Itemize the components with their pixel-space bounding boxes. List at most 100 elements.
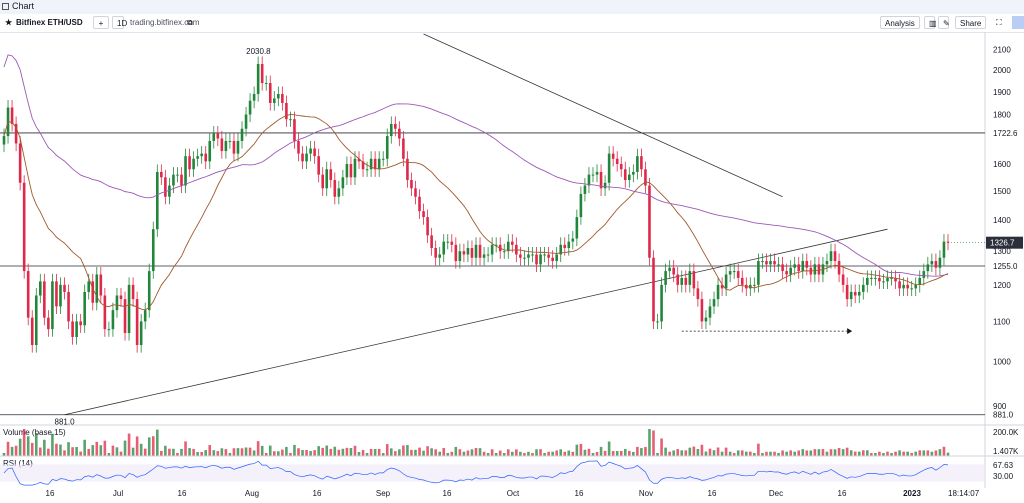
candle-body [184,156,187,186]
volume-bar [793,451,797,456]
candle-body [414,188,417,197]
candle-body [728,271,732,275]
candle-body [797,264,801,272]
candle-body [466,248,470,255]
volume-bar [313,450,316,456]
candle-body [151,229,155,272]
candle-body [607,153,611,183]
volume-bar [700,444,704,456]
candle-body [599,171,603,189]
candle-body [394,123,397,129]
volume-bar [761,453,764,456]
candle-body [857,291,861,296]
candle-body [87,281,91,292]
volume-bar [176,453,179,456]
candle-body [716,284,720,300]
volume-bar [668,451,671,456]
volume-bar [914,451,918,456]
volume-bar [2,453,6,456]
candle-body [749,284,752,289]
volume-bar [728,451,732,456]
candle-body [619,163,623,170]
volume-bar [410,449,413,456]
volume-bar [204,450,208,456]
candle-body [757,261,760,285]
volume-bar [684,450,688,456]
symbol-label[interactable]: Bitfinex ETH/USD [16,18,83,27]
candle-body [688,271,692,285]
candle-body [636,156,639,172]
candle-body [434,248,437,258]
volume-bar [740,450,744,456]
time-tick-label: Oct [507,489,520,498]
star-icon[interactable]: ★ [5,18,13,27]
candle-body [160,171,163,178]
candle-body [135,299,139,345]
candle-body [886,277,889,282]
projection-arrowhead [847,328,853,335]
candle-body [446,241,450,243]
exchange-link[interactable]: trading.bitfinex.com [130,18,200,27]
volume-bar [490,449,494,456]
candle-body [325,169,329,189]
candle-body [369,158,373,170]
candle-body [147,271,151,311]
volume-bar [656,453,659,456]
candle-body [898,281,901,289]
volume-bar [672,450,675,456]
candle-body [720,284,724,289]
candle-body [563,244,567,249]
candle-body [910,288,913,290]
menu-icon[interactable] [1012,16,1024,29]
candle-body [79,321,82,326]
volume-bar [208,445,212,456]
candle-body [506,241,510,252]
candle-body [224,140,228,152]
time-tick-label: Dec [769,489,783,498]
volume-label: Volume (base,15) [3,428,66,437]
volume-bar [587,448,591,456]
candle-body [539,254,542,265]
volume-bar [325,445,329,456]
price-chart[interactable]: 900 1000 1100 1200 1300 1400 1500 1600 1722.6 180… [0,32,1024,503]
volume-bar [511,451,514,456]
candle-body [365,169,369,171]
candle-body [555,254,558,262]
candle-body [551,257,554,262]
volume-bar [119,451,123,456]
candle-body [155,171,159,230]
volume-bar [309,451,312,456]
candle-body [813,264,817,275]
volume-bar [676,449,680,456]
candle-body [252,93,256,101]
fullscreen-icon[interactable]: ⛶ [996,18,1002,27]
candle-body [527,254,530,258]
candle-body [99,274,103,296]
candle-body [470,248,474,258]
draw-icon[interactable]: ✎ [938,16,950,29]
time-tick-label: 16 [443,489,452,498]
share-button[interactable]: Share [955,16,987,29]
candle-body [882,281,885,283]
candle-body [603,182,607,189]
interval-button[interactable]: 1D [112,16,127,29]
analysis-button[interactable]: Analysis [880,16,920,29]
layout-icon[interactable]: ▥ [924,16,937,29]
candle-body [91,281,95,303]
candle-body [849,291,853,300]
candle-body [732,271,736,273]
candle-body [212,133,216,141]
volume-bar [333,446,337,456]
candle-body [309,148,312,154]
candle-body [426,217,429,236]
candle-body [30,317,34,345]
candle-body [672,267,675,275]
volume-bar [946,452,950,456]
candle-body [293,119,296,141]
volume-bar [200,452,203,456]
candle-body [753,284,756,286]
external-link-icon[interactable]: ⧉ [187,18,193,27]
add-symbol-button[interactable]: + [93,16,109,29]
candle-body [611,153,615,159]
volume-bar [277,451,280,456]
